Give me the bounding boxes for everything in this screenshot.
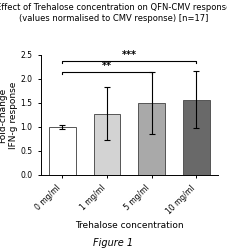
Bar bbox=[183, 100, 210, 175]
Text: Effect of Trehalose concentration on QFN-CMV response
(values normalised to CMV : Effect of Trehalose concentration on QFN… bbox=[0, 2, 227, 22]
Y-axis label: Fold-change
IFN-g response: Fold-change IFN-g response bbox=[0, 81, 18, 149]
Bar bbox=[49, 127, 76, 175]
Text: **: ** bbox=[102, 61, 112, 71]
Text: Figure 1: Figure 1 bbox=[94, 238, 133, 248]
X-axis label: Trehalose concentration: Trehalose concentration bbox=[75, 221, 184, 230]
Bar bbox=[138, 103, 165, 175]
Text: ***: *** bbox=[122, 50, 137, 60]
Bar bbox=[94, 114, 121, 175]
